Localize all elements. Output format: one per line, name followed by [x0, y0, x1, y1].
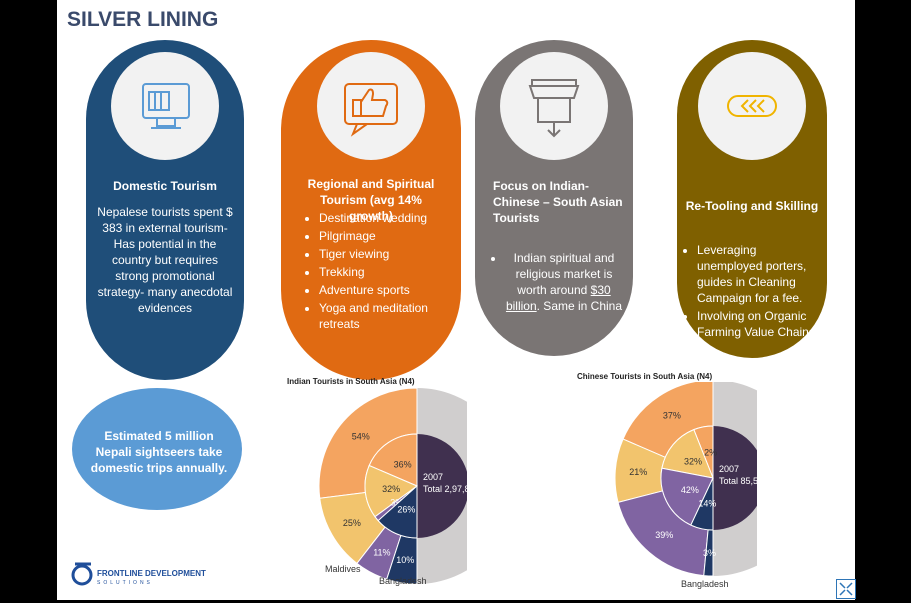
logo-text: FRONTLINE DEVELOPMENT — [97, 569, 206, 578]
list-item: Destination wedding — [319, 210, 453, 226]
list-item: Indian spiritual and religious market is… — [505, 250, 623, 314]
outer-slice-label: 11% — [373, 547, 390, 557]
inner-slice-label: 36% — [394, 459, 412, 469]
indian-tourists-chart: 54% 25% 11% 10% 36% 32% 3%26% 2007 Total 2,97,81… — [318, 387, 467, 586]
card-title: Re-Tooling and Skilling — [685, 199, 819, 213]
inner-slice — [377, 484, 418, 539]
inner-slice — [368, 433, 418, 487]
list-text: . Same in China — [536, 299, 623, 313]
total-2007-arc — [417, 434, 467, 538]
icon-circle — [111, 52, 219, 160]
inner-slice — [364, 464, 419, 518]
callout-maldives: Maldives — [325, 564, 361, 574]
company-logo: FRONTLINE DEVELOPMENT SOLUTIONS — [71, 560, 221, 593]
inner-slice — [660, 467, 714, 526]
inner-slice-label: 3% — [390, 497, 403, 507]
total-2007-label: Total 85,553 — [719, 476, 757, 486]
inner-slice-label: 26% — [397, 505, 415, 515]
callout-bangladesh: Bangladesh — [379, 576, 427, 586]
domestic-tourism-card: Domestic Tourism Nepalese tourists spent… — [86, 40, 244, 380]
list-item: Trekking — [319, 264, 453, 280]
outer-slice-label: 3% — [703, 548, 716, 558]
outer-slice-label: 25% — [343, 518, 361, 528]
list-item: Leveraging unemployed porters, guides in… — [697, 242, 823, 306]
chart-title-chinese: Chinese Tourists in South Asia (N4) — [577, 372, 713, 381]
list-link: $30 billion — [505, 283, 611, 313]
indian-chinese-card: Focus on Indian-Chinese – South Asian To… — [475, 40, 633, 356]
estimate-oval: Estimated 5 million Nepali sightseers ta… — [72, 388, 242, 510]
callout-bangladesh: Bangladesh — [681, 579, 729, 589]
total-2007-label: Total 2,97,811 — [423, 484, 467, 494]
thumbs-up-icon — [344, 83, 398, 137]
logo-subtext: SOLUTIONS — [97, 580, 153, 586]
estimate-text: Estimated 5 million Nepali sightseers ta… — [90, 429, 228, 475]
list-item: Pilgrimage — [319, 228, 453, 244]
retooling-card: Re-Tooling and Skilling Leveraging unemp… — [677, 40, 827, 358]
inner-slice-label: 12% — [699, 447, 717, 457]
inner-slice-label: 42% — [681, 485, 699, 495]
slide-title: SILVER LINING — [67, 8, 219, 31]
list-item: Yoga and meditation retreats — [319, 300, 453, 332]
icon-circle — [500, 52, 608, 160]
card-line: Nepalese tourists spent $ 383 in externa… — [97, 205, 233, 235]
list-item: Tiger viewing — [319, 246, 453, 262]
year-2007-label: 2007 — [423, 472, 443, 482]
icon-circle — [317, 52, 425, 160]
outer-slice-label: 21% — [629, 467, 647, 477]
slide: SILVER LINING Domestic Tourism Nepalese … — [57, 0, 855, 600]
list-text: Indian spiritual and religious market is… — [513, 251, 615, 297]
outer-slice-label: 10% — [396, 555, 414, 565]
total-2018-arc — [417, 388, 467, 584]
inner-slice-label: 32% — [382, 484, 400, 494]
total-2007-arc — [713, 426, 757, 530]
collapse-icon[interactable] — [836, 579, 856, 599]
store-icon — [528, 79, 580, 138]
card-title: Domestic Tourism — [113, 179, 217, 193]
card-title: Regional and Spiritual Tourism (avg 14% … — [307, 177, 435, 223]
list-item: Adventure sports — [319, 282, 453, 298]
inner-slice-label: 14% — [698, 498, 716, 508]
outer-slice-label: 37% — [663, 410, 681, 420]
year-2007-label: 2007 — [719, 464, 739, 474]
icon-circle — [698, 52, 806, 160]
inner-slice — [690, 477, 714, 531]
card-line: Has potential in the country but require… — [97, 237, 233, 315]
regional-tourism-card: Regional and Spiritual Tourism (avg 14% … — [281, 40, 461, 380]
kiosk-icon — [142, 83, 190, 129]
total-2018-arc — [713, 382, 757, 576]
outer-slice-label: 54% — [352, 431, 370, 441]
inner-slice — [661, 429, 714, 479]
list-item: Involving on Organic Farming Value Chain… — [697, 308, 823, 340]
card-title: Focus on Indian-Chinese – South Asian To… — [493, 179, 623, 225]
chevrons-left-icon — [727, 95, 777, 117]
chart-title-indian: Indian Tourists in South Asia (N4) — [287, 377, 415, 386]
outer-slice-label: 39% — [655, 530, 673, 540]
inner-slice-label: 32% — [684, 456, 702, 466]
